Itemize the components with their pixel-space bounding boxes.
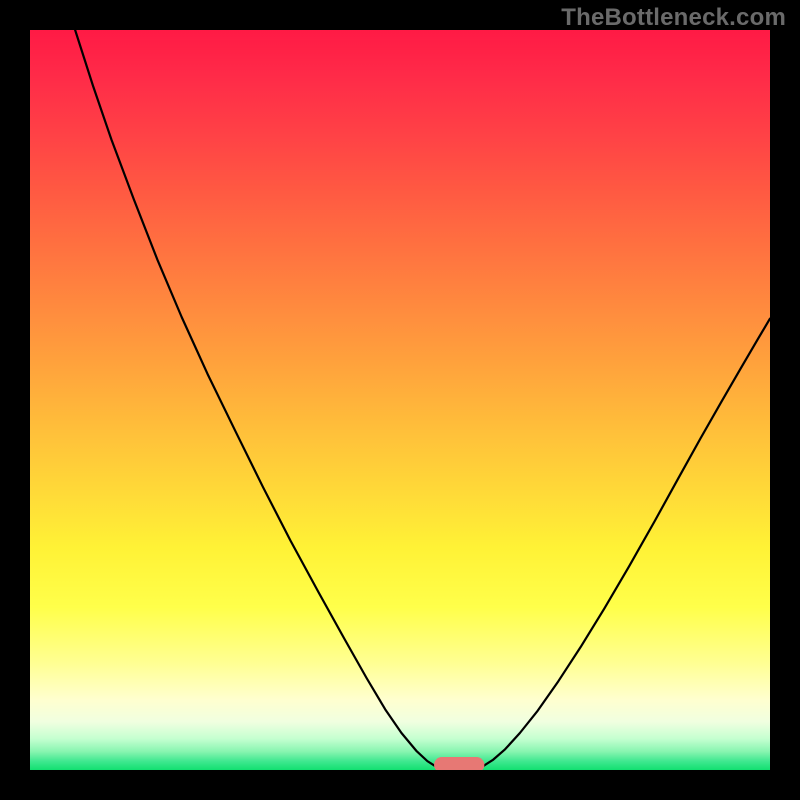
gradient-background (30, 30, 770, 770)
watermark-text: TheBottleneck.com (561, 4, 786, 32)
bottleneck-chart (0, 0, 800, 800)
